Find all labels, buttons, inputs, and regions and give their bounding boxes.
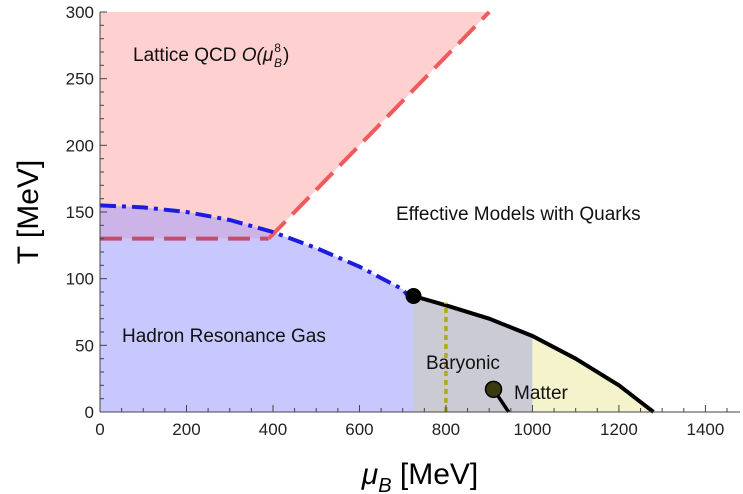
x-axis-title-symbol: μ <box>361 458 378 491</box>
x-axis-title-subscript: B <box>378 475 391 494</box>
lattice-qcd-order-sub: B <box>274 56 282 70</box>
x-tick-label: 600 <box>345 420 373 439</box>
lattice-boundary-diagonal-line <box>267 10 491 241</box>
x-tick-label: 200 <box>172 420 200 439</box>
x-tick-label: 1400 <box>686 420 724 439</box>
y-tick-label: 300 <box>66 3 94 22</box>
y-tick-label: 0 <box>85 403 94 422</box>
lattice-qcd-order-close: ) <box>283 45 289 66</box>
x-axis-title-unit: [MeV] <box>392 458 479 491</box>
x-tick-label: 400 <box>259 420 287 439</box>
matter-label: Matter <box>514 383 569 404</box>
lattice-qcd-label: Lattice QCD O(μ8 B) <box>133 41 289 70</box>
marker-points <box>405 288 503 399</box>
overlap-region <box>100 205 273 239</box>
crossover-line <box>99 203 416 304</box>
lattice-qcd-region <box>100 12 490 239</box>
x-tick-label: 1000 <box>514 420 552 439</box>
lattice-qcd-order-sup: 8 <box>274 41 281 55</box>
x-axis-title: μB [MeV] <box>361 458 478 494</box>
effective-models-label: Effective Models with Quarks <box>396 204 641 225</box>
x-tick-label: 800 <box>432 420 460 439</box>
hadron-resonance-gas-region <box>100 205 414 412</box>
y-tick-label: 50 <box>75 336 94 355</box>
phase-lines <box>99 10 655 414</box>
lattice-qcd-label-text: Lattice QCD <box>133 45 242 66</box>
x-tick-label: 0 <box>95 420 104 439</box>
lattice-qcd-order: O(μ <box>242 45 274 66</box>
critical-point-marker <box>405 288 422 304</box>
matter-region <box>532 336 654 412</box>
x-tick-label: 1200 <box>600 420 638 439</box>
hadron-resonance-gas-label: Hadron Resonance Gas <box>122 326 326 347</box>
y-tick-label: 200 <box>66 136 94 155</box>
region-labels: Lattice QCD O(μ8 B) Effective Models with … <box>122 41 641 404</box>
first-order-transition-line <box>412 294 655 414</box>
y-axis-title: T [MeV] <box>12 160 45 264</box>
axes: 0 200 400 600 800 1000 1200 1400 0 50 100 150 200 250… <box>12 3 740 494</box>
y-tick-label: 250 <box>66 70 94 89</box>
y-tick-label: 150 <box>66 203 94 222</box>
y-tick-label: 100 <box>66 270 94 289</box>
baryonic-label: Baryonic <box>426 353 500 374</box>
nuclear-critical-point-marker <box>484 380 503 399</box>
